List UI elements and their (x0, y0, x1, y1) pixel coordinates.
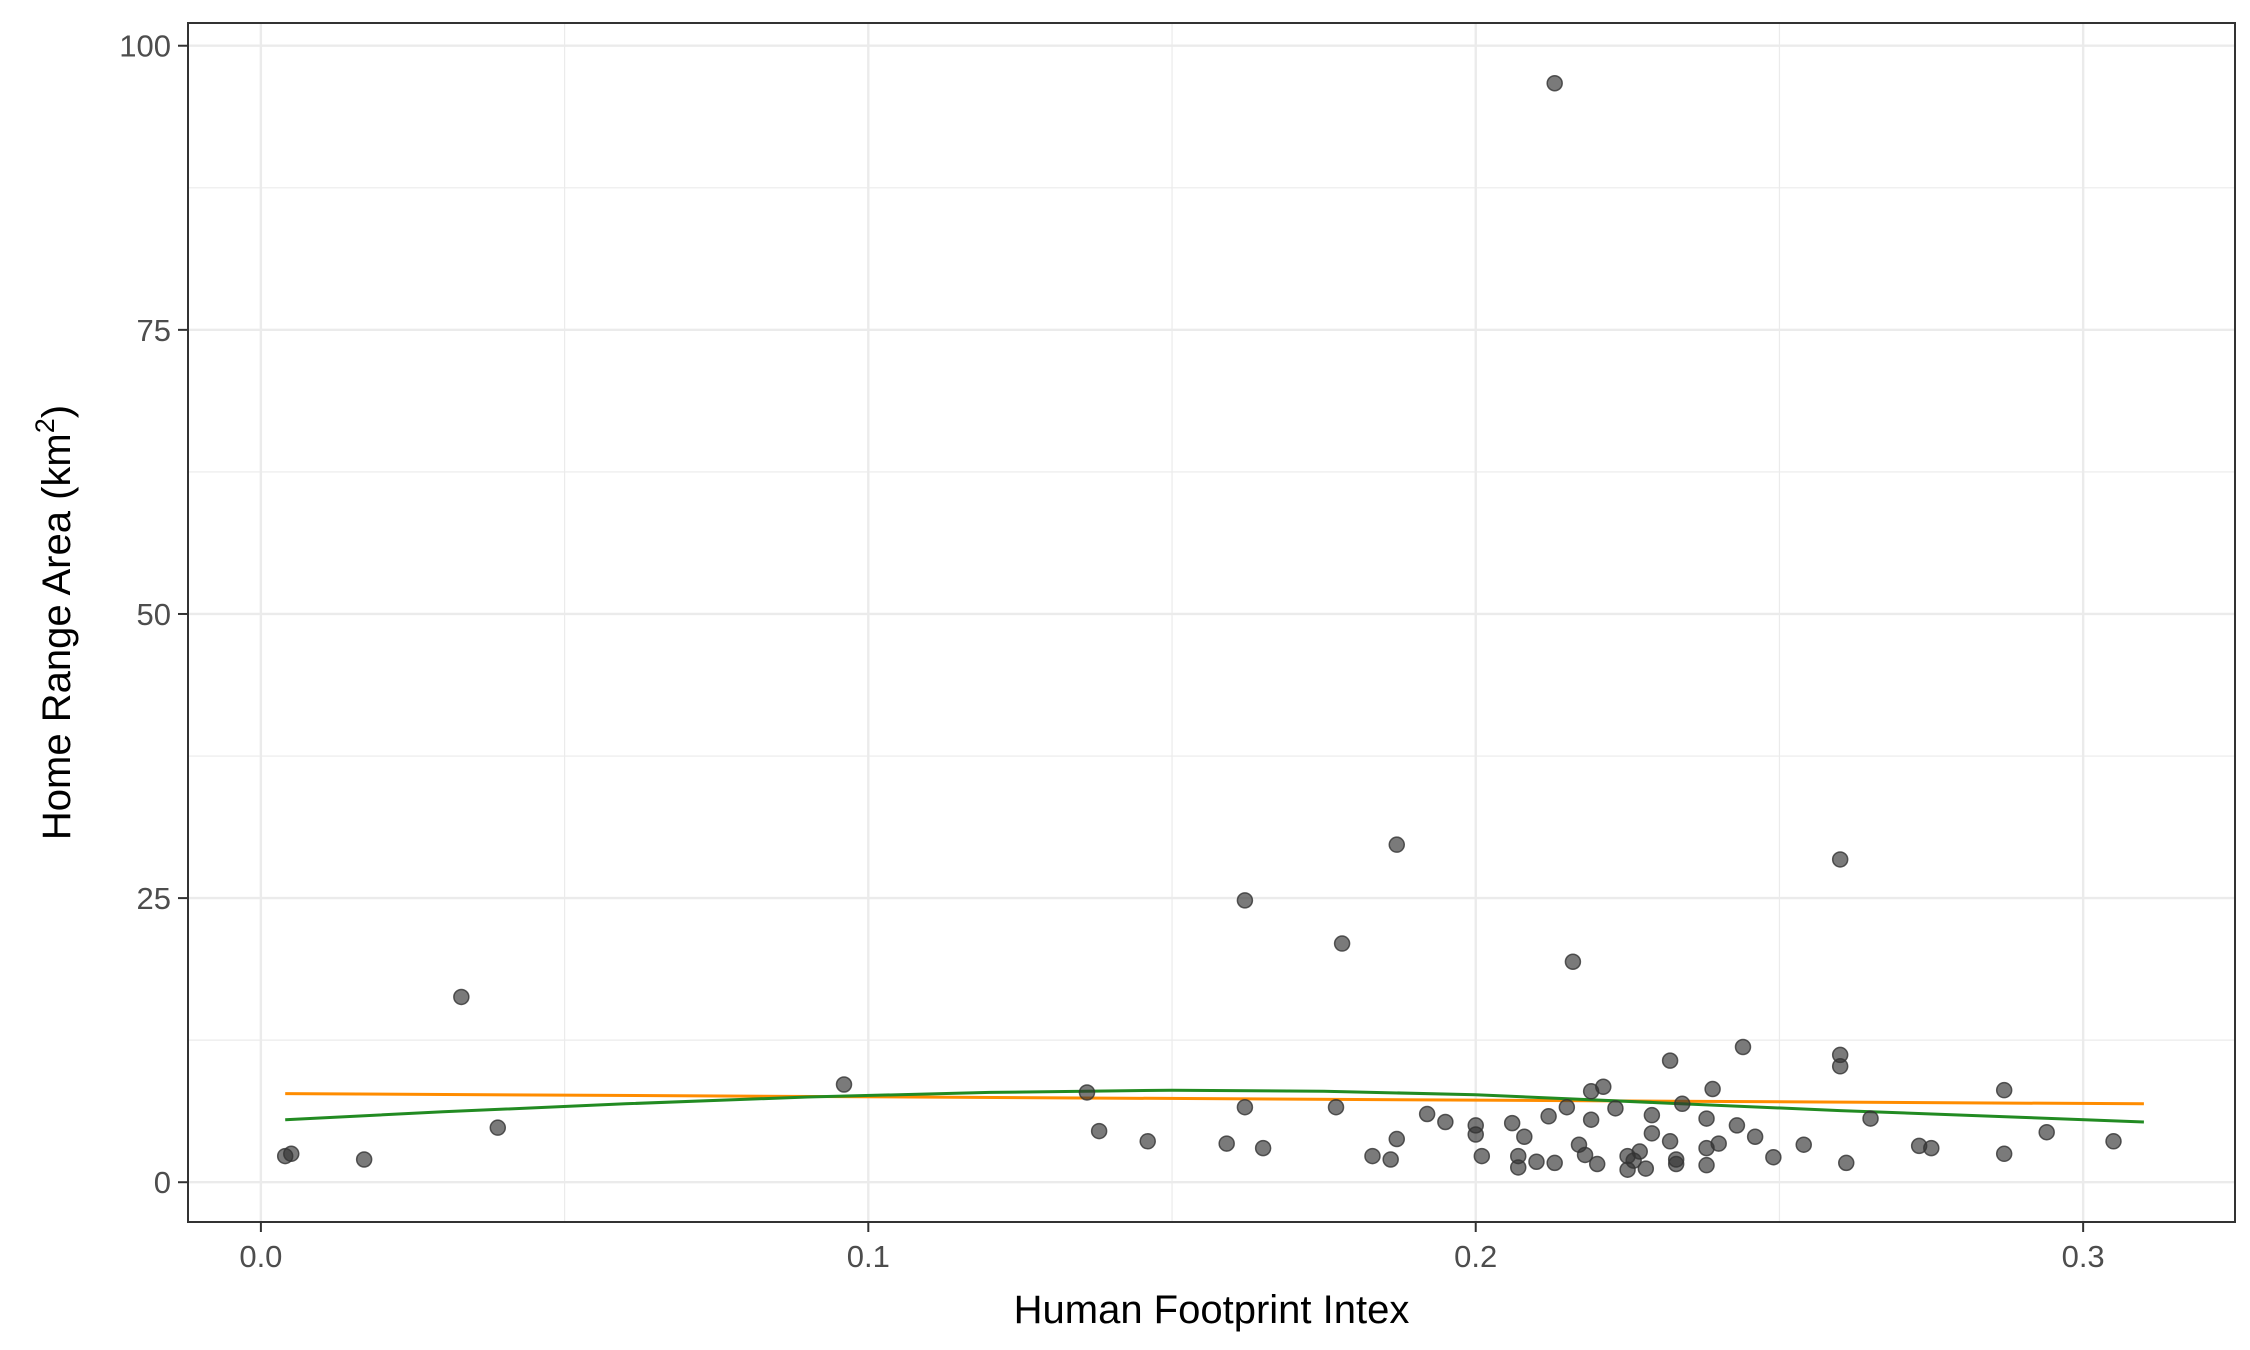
data-point (489, 1119, 507, 1136)
data-point (1327, 1098, 1345, 1116)
data-point (1831, 851, 1849, 868)
data-point (355, 1151, 373, 1168)
data-point (1218, 1135, 1235, 1152)
x-axis-title: Human Footprint Intex (1014, 1288, 1410, 1332)
data-point (1576, 1146, 1594, 1164)
data-point (1995, 1145, 2013, 1163)
data-point (1698, 1110, 1715, 1127)
data-point (1582, 1111, 1600, 1128)
data-point (1236, 892, 1254, 909)
data-point (1673, 1095, 1691, 1113)
data-point (1546, 74, 1563, 92)
data-point (1704, 1080, 1721, 1098)
data-point (1667, 1155, 1685, 1173)
data-point (1558, 1098, 1576, 1116)
y-tick-label: 100 (119, 29, 171, 64)
data-point (1540, 1108, 1557, 1125)
data-point (1661, 1052, 1679, 1069)
data-point (1437, 1113, 1454, 1131)
minor-gridlines (188, 23, 2235, 1222)
data-point (1090, 1122, 1108, 1140)
data-point (1698, 1156, 1715, 1174)
data-point (1595, 1078, 1612, 1096)
data-point (1734, 1038, 1752, 1056)
major-gridlines (188, 23, 2235, 1222)
y-tick-label: 25 (137, 881, 171, 916)
y-axis-title-main: Home Range Area (km (35, 433, 79, 840)
data-point (1588, 1155, 1606, 1173)
data-point (1382, 1151, 1399, 1168)
data-point (1728, 1117, 1746, 1134)
data-point (1831, 1058, 1849, 1075)
data-point (1078, 1084, 1096, 1101)
y-tick-label: 0 (154, 1165, 171, 1200)
data-point (1364, 1147, 1381, 1165)
data-point (1862, 1110, 1879, 1127)
data-point (1516, 1128, 1533, 1146)
data-point (1564, 953, 1582, 970)
data-point (1139, 1133, 1156, 1150)
y-axis-title-close: ) (35, 405, 79, 418)
x-axis: 0.0 0.1 0.2 0.3 (239, 1222, 2105, 1274)
data-point (1333, 935, 1351, 952)
data-point (835, 1076, 853, 1093)
data-point (1528, 1153, 1545, 1171)
data-point (1710, 1135, 1727, 1152)
data-point (1923, 1139, 1940, 1157)
y-tick-label: 50 (137, 597, 171, 632)
x-tick-label: 0.0 (239, 1239, 282, 1274)
data-point (1236, 1098, 1254, 1116)
data-point (1995, 1081, 2013, 1099)
data-point (1765, 1148, 1782, 1166)
data-point (1746, 1128, 1764, 1146)
data-point (453, 988, 470, 1006)
data-point (1643, 1125, 1661, 1142)
data-point (1607, 1100, 1624, 1117)
data-point (1418, 1105, 1436, 1123)
data-point (1388, 836, 1406, 853)
data-point (1838, 1154, 1855, 1172)
data-point (283, 1145, 300, 1163)
y-axis-title: Home Range Area (km2) (30, 405, 79, 840)
data-point (1388, 1130, 1406, 1148)
linear-fit-line (285, 1092, 2144, 1106)
data-point (1661, 1133, 1679, 1150)
data-point (1467, 1117, 1484, 1134)
data-point (1503, 1114, 1521, 1132)
y-tick-label: 75 (137, 313, 171, 348)
x-tick-label: 0.3 (2062, 1239, 2105, 1274)
data-points (276, 74, 2122, 1178)
y-axis-title-superscript: 2 (30, 418, 60, 433)
data-point (1509, 1159, 1527, 1176)
data-point (2038, 1123, 2055, 1141)
data-point (2105, 1133, 2122, 1150)
data-point (1637, 1160, 1655, 1177)
x-tick-label: 0.1 (847, 1239, 890, 1274)
data-point (1473, 1147, 1491, 1165)
panel-border (187, 22, 2236, 1223)
x-tick-label: 0.2 (1454, 1239, 1497, 1274)
data-point (1254, 1139, 1272, 1157)
data-point (1643, 1106, 1661, 1124)
data-point (1631, 1143, 1648, 1160)
y-axis: 0 25 50 75 100 (119, 29, 188, 1200)
data-point (1546, 1154, 1563, 1172)
data-point (1795, 1136, 1812, 1153)
